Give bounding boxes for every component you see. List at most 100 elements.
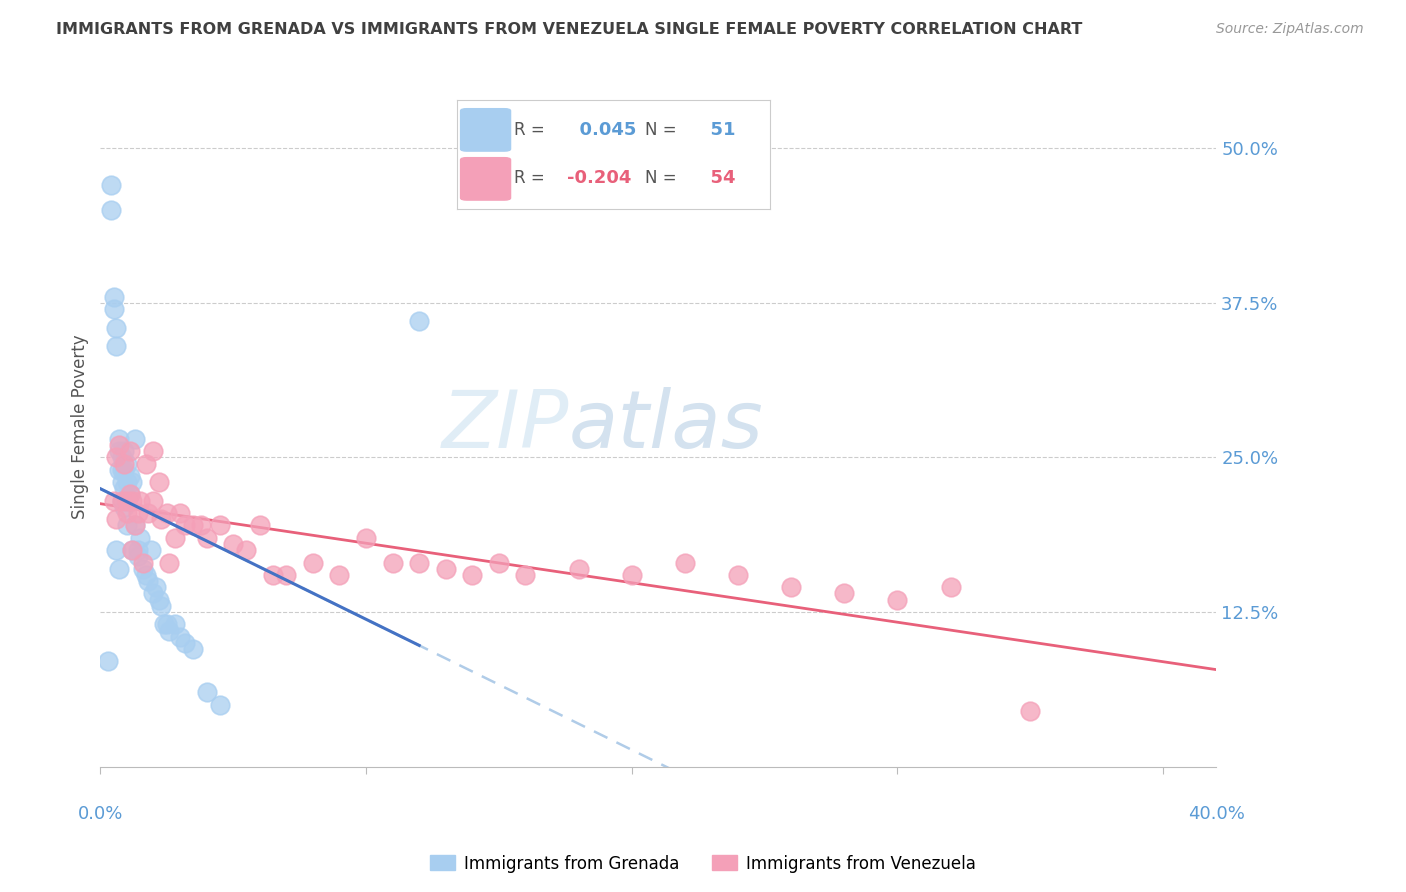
Point (886, 592, 908, 607)
Point (105, 512, 128, 526)
Point (129, 531, 152, 545)
Point (150, 512, 173, 526)
Point (115, 518, 138, 533)
Point (727, 567, 749, 582)
Point (100, 202, 122, 217)
Point (276, 567, 298, 582)
Point (110, 450, 132, 465)
Point (112, 481, 135, 495)
Text: 0.0%: 0.0% (77, 805, 124, 823)
Point (174, 518, 197, 533)
Point (145, 580, 167, 594)
Point (112, 500, 135, 514)
Point (121, 493, 143, 508)
Point (108, 444, 131, 458)
Point (103, 290, 125, 304)
Point (124, 518, 146, 533)
Point (148, 592, 170, 607)
Point (103, 493, 125, 508)
Point (108, 438, 131, 452)
Point (515, 567, 537, 582)
Point (354, 531, 377, 545)
Point (110, 475, 132, 490)
Text: IMMIGRANTS FROM GRENADA VS IMMIGRANTS FROM VENEZUELA SINGLE FEMALE POVERTY CORRE: IMMIGRANTS FROM GRENADA VS IMMIGRANTS FR… (56, 22, 1083, 37)
Point (132, 556, 155, 570)
Point (142, 493, 165, 508)
Point (156, 506, 179, 520)
Point (139, 543, 162, 558)
Y-axis label: Single Female Poverty: Single Female Poverty (72, 334, 89, 519)
Point (142, 586, 165, 600)
Point (118, 444, 141, 458)
Point (108, 432, 131, 446)
Point (568, 562, 591, 576)
Point (124, 432, 146, 446)
Point (121, 475, 143, 490)
Point (408, 556, 430, 570)
Point (129, 493, 152, 508)
Legend: Immigrants from Grenada, Immigrants from Venezuela: Immigrants from Grenada, Immigrants from… (423, 848, 983, 880)
Point (115, 475, 138, 490)
Point (381, 556, 404, 570)
Point (108, 463, 131, 477)
Point (127, 506, 149, 520)
Point (939, 580, 962, 594)
Point (134, 457, 156, 471)
Point (105, 320, 128, 334)
Point (132, 562, 155, 576)
Point (302, 556, 325, 570)
Point (105, 450, 128, 465)
Point (834, 586, 856, 600)
Point (163, 531, 186, 545)
Point (169, 630, 191, 644)
Point (159, 624, 181, 638)
Point (110, 493, 132, 508)
Point (620, 567, 643, 582)
Point (153, 617, 176, 632)
Point (673, 556, 696, 570)
Point (488, 556, 510, 570)
Point (208, 698, 231, 712)
Point (105, 543, 128, 558)
Point (195, 531, 218, 545)
Point (159, 556, 181, 570)
Point (174, 636, 197, 650)
Point (115, 493, 138, 508)
Point (110, 463, 132, 477)
Point (108, 562, 131, 576)
Point (150, 599, 173, 613)
Point (127, 549, 149, 564)
Point (195, 685, 218, 699)
Point (262, 567, 284, 582)
Point (121, 543, 143, 558)
Point (163, 617, 186, 632)
Point (136, 574, 159, 588)
Point (127, 543, 149, 558)
Point (118, 487, 141, 501)
Point (118, 487, 141, 501)
Point (112, 444, 135, 458)
Point (134, 567, 156, 582)
Point (142, 444, 165, 458)
Point (183, 642, 205, 657)
Point (124, 518, 146, 533)
Point (169, 506, 191, 520)
Point (208, 518, 231, 533)
Point (118, 469, 141, 483)
Text: Source: ZipAtlas.com: Source: ZipAtlas.com (1216, 22, 1364, 37)
Point (112, 463, 135, 477)
Text: atlas: atlas (569, 387, 763, 466)
Point (148, 475, 170, 490)
Point (110, 493, 132, 508)
Point (249, 518, 271, 533)
Point (105, 339, 128, 353)
Point (1019, 704, 1042, 718)
Point (112, 457, 135, 471)
Point (156, 617, 179, 632)
Point (222, 537, 245, 551)
Point (780, 580, 803, 594)
Point (235, 543, 257, 558)
Point (183, 518, 205, 533)
Point (121, 543, 143, 558)
Point (97, 655, 120, 669)
